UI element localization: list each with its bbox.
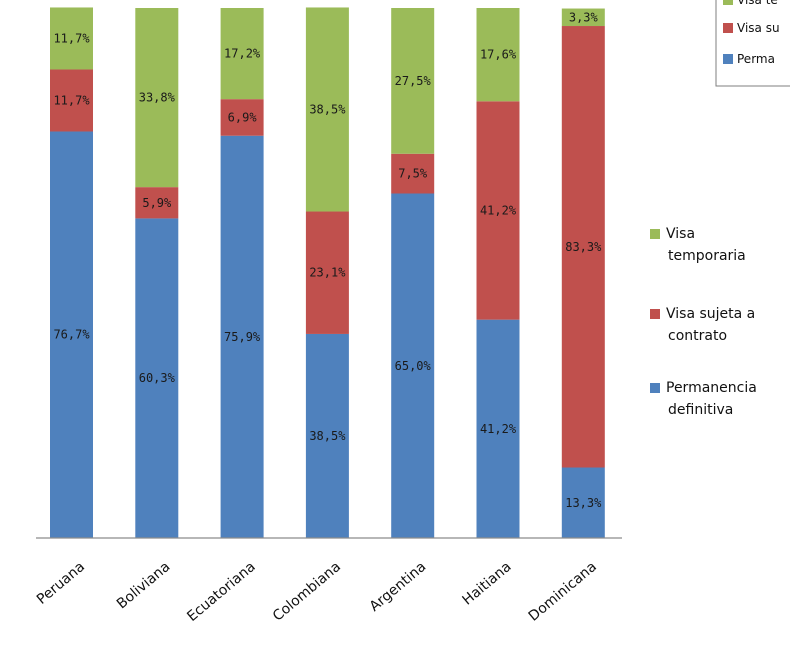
- data-label-colombiana-0: 38,5%: [309, 429, 346, 443]
- category-labels-group: Peruana Boliviana Ecuatoriana Colombiana Arg…: [34, 559, 600, 625]
- bar-segment-argentina-1: [391, 153, 435, 194]
- legend-label-0-0: Visa: [666, 226, 695, 242]
- bar-segment-ecuatoriana-0: [220, 135, 264, 539]
- legend-label-1-1: contrato: [668, 328, 727, 344]
- corner-legend-label-2: Perma: [737, 52, 775, 66]
- corner-legend: Visa te Visa su Perma: [715, 0, 790, 87]
- bar-segment-peruana-2: [50, 7, 93, 70]
- bar-segment-argentina-0: [391, 193, 435, 538]
- legend-swatch-0: [650, 229, 660, 239]
- data-label-colombiana-1: 23,1%: [309, 266, 346, 280]
- legend-label-0-1: temporaria: [668, 248, 746, 264]
- data-label-haitiana-2: 17,6%: [480, 48, 517, 62]
- category-label-peruana: Peruana: [34, 559, 88, 608]
- data-labels-group: 76,7% 11,7% 11,7% 60,3% 5,9% 33,8% 75,9% 6,9% 17…: [53, 10, 602, 509]
- bar-segment-haitiana-1: [476, 101, 520, 320]
- legend-label-2-0: Permanencia: [666, 380, 757, 396]
- bar-segment-colombiana-2: [305, 7, 349, 212]
- bar-segment-boliviana-0: [135, 218, 179, 538]
- data-label-ecuatoriana-0: 75,9%: [224, 330, 261, 344]
- legend-label-2-1: definitiva: [668, 402, 733, 418]
- data-label-colombiana-2: 38,5%: [309, 102, 346, 116]
- legend-swatch-1: [650, 309, 660, 319]
- bar-segment-haitiana-0: [476, 319, 520, 538]
- data-label-dominicana-1: 83,3%: [565, 240, 602, 254]
- bar-segment-dominicana-2: [561, 8, 605, 27]
- data-label-dominicana-0: 13,3%: [565, 496, 602, 510]
- bar-segment-boliviana-1: [135, 187, 179, 219]
- bar-segment-haitiana-2: [476, 8, 520, 102]
- data-label-argentina-0: 65,0%: [395, 359, 432, 373]
- bar-segment-argentina-2: [391, 8, 435, 154]
- data-label-peruana-1: 11,7%: [53, 93, 90, 107]
- data-label-boliviana-2: 33,8%: [139, 91, 176, 105]
- bar-segment-ecuatoriana-2: [220, 8, 264, 100]
- bar-segment-peruana-1: [50, 69, 93, 132]
- data-label-peruana-2: 11,7%: [53, 31, 90, 45]
- bar-segment-ecuatoriana-1: [220, 99, 264, 136]
- bar-segment-dominicana-1: [561, 26, 605, 468]
- corner-legend-label-1: Visa su: [737, 21, 780, 35]
- legend-label-1-0: Visa sujeta a: [666, 306, 755, 322]
- category-label-haitiana: Haitiana: [460, 559, 515, 609]
- corner-legend-swatch-0: [723, 0, 733, 5]
- bar-segment-colombiana-0: [305, 333, 349, 538]
- legend-swatch-2: [650, 383, 660, 393]
- data-label-ecuatoriana-1: 6,9%: [228, 110, 258, 124]
- data-label-ecuatoriana-2: 17,2%: [224, 47, 261, 61]
- data-label-haitiana-0: 41,2%: [480, 422, 517, 436]
- bar-segment-boliviana-2: [135, 8, 179, 188]
- corner-legend-frame: [715, 0, 790, 87]
- data-label-boliviana-1: 5,9%: [142, 196, 172, 210]
- corner-legend-label-0: Visa te: [737, 0, 778, 7]
- data-label-argentina-1: 7,5%: [398, 167, 428, 181]
- corner-legend-swatch-2: [723, 54, 733, 64]
- data-label-dominicana-2: 3,3%: [569, 10, 599, 24]
- data-label-peruana-0: 76,7%: [53, 328, 90, 342]
- legend: Visa temporaria Visa sujeta a contrato Perma…: [650, 226, 757, 418]
- corner-legend-swatch-1: [723, 23, 733, 33]
- category-label-colombiana: Colombiana: [270, 559, 344, 625]
- bar-segment-dominicana-0: [561, 467, 605, 538]
- category-label-argentina: Argentina: [367, 559, 430, 615]
- data-label-haitiana-1: 41,2%: [480, 203, 517, 217]
- category-label-boliviana: Boliviana: [114, 559, 173, 612]
- bar-segment-peruana-0: [50, 131, 93, 539]
- category-label-dominicana: Dominicana: [526, 559, 600, 625]
- bar-segment-colombiana-1: [305, 211, 349, 334]
- bars-group: [50, 7, 605, 539]
- data-label-boliviana-0: 60,3%: [139, 371, 176, 385]
- data-label-argentina-2: 27,5%: [395, 74, 432, 88]
- category-label-ecuatoriana: Ecuatoriana: [184, 559, 258, 625]
